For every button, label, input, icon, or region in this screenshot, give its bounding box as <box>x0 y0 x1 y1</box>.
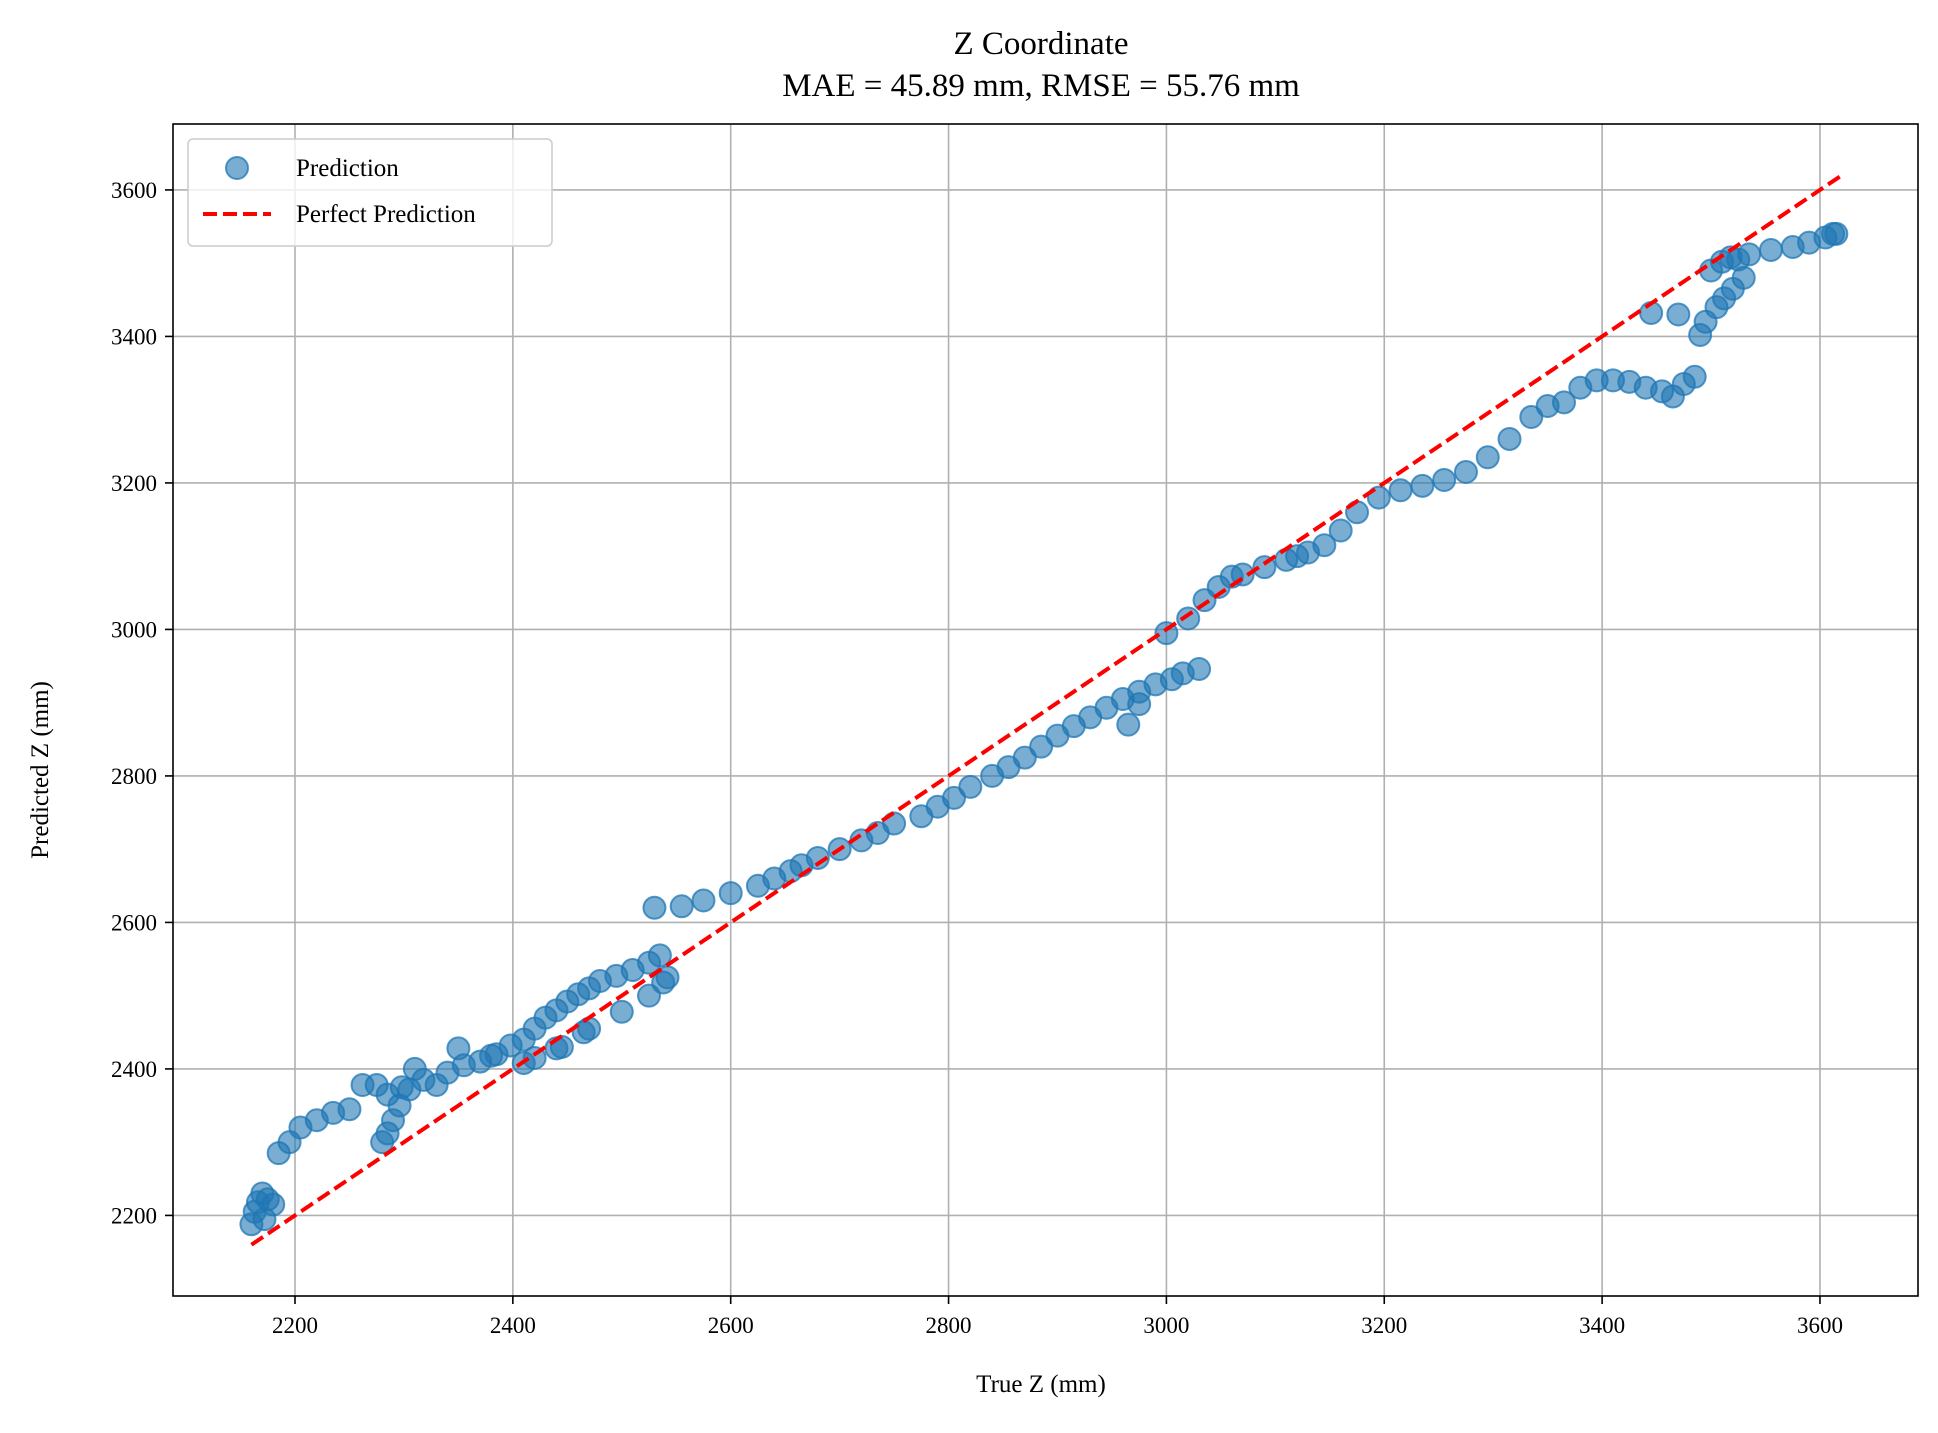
tick-layer: 2200 2400 2600 2800 3000 3200 3400 3600 2200 2400… <box>111 178 1843 1338</box>
scatter-point <box>446 1036 471 1061</box>
legend-label-prediction: Prediction <box>296 155 399 182</box>
scatter-point <box>337 1097 362 1122</box>
y-tick-label: 3200 <box>111 471 157 496</box>
scatter-point <box>1758 237 1783 262</box>
scatter-point <box>1388 478 1413 503</box>
scatter-point <box>718 881 743 906</box>
x-tick-label: 3400 <box>1579 1313 1625 1338</box>
scatter-point <box>1432 467 1457 492</box>
scatter-point <box>669 894 694 919</box>
scatter-point <box>609 999 634 1024</box>
scatter-point <box>942 785 967 810</box>
y-tick-label: 2600 <box>111 910 157 935</box>
y-axis-title: Predicted Z (mm) <box>27 681 54 859</box>
scatter-point <box>479 1043 504 1068</box>
scatter-point <box>1666 302 1691 327</box>
scatter-point <box>1519 405 1544 429</box>
y-tick-label: 3400 <box>111 324 157 349</box>
x-tick-label: 3000 <box>1143 1313 1189 1338</box>
legend-label-perfect-prediction: Perfect Prediction <box>296 201 476 228</box>
x-tick-label: 3600 <box>1797 1313 1843 1338</box>
x-tick-label: 2600 <box>708 1313 754 1338</box>
x-tick-label: 2800 <box>926 1313 972 1338</box>
scatter-point <box>1824 221 1849 246</box>
scatter-point <box>1737 242 1762 267</box>
plot-frame <box>172 123 1919 1297</box>
scatter-point <box>642 895 667 920</box>
x-axis-title: True Z (mm) <box>976 1371 1106 1398</box>
scatter-point <box>1127 692 1152 717</box>
scatter-point <box>1176 606 1201 631</box>
scatter-point <box>1116 712 1141 737</box>
scatter-point <box>252 1207 277 1232</box>
scatter-point <box>647 943 672 968</box>
x-tick-label: 2400 <box>490 1313 536 1338</box>
legend: Prediction Perfect Prediction <box>187 138 553 247</box>
y-tick-label: 2800 <box>111 764 157 789</box>
grid-layer <box>173 124 1918 1296</box>
scatter-point <box>1497 426 1522 451</box>
scatter-point <box>1453 459 1478 484</box>
scatter-point <box>1682 364 1707 389</box>
scatter-point <box>691 888 716 913</box>
scatter-point <box>1012 745 1037 770</box>
scatter-point <box>805 845 830 870</box>
chart-subtitle: MAE = 45.89 mm, RMSE = 55.76 mm <box>782 68 1300 104</box>
legend-box <box>187 138 553 247</box>
scatter-point <box>1187 656 1212 681</box>
scatter-point <box>1410 473 1435 498</box>
scatter-point <box>1312 533 1337 558</box>
scatter-point <box>1328 518 1353 543</box>
y-tick-label: 2400 <box>111 1057 157 1082</box>
chart-title: Z Coordinate <box>953 26 1128 62</box>
scatter-point <box>1475 445 1500 470</box>
x-tick-label: 2200 <box>272 1313 318 1338</box>
y-tick-label: 2200 <box>111 1203 157 1228</box>
scatter-point <box>1029 734 1054 759</box>
y-tick-label: 3600 <box>111 178 157 203</box>
x-tick-label: 3200 <box>1361 1313 1407 1338</box>
scatter-point <box>1551 390 1576 415</box>
scatter-point <box>958 774 983 799</box>
y-tick-label: 3000 <box>111 617 157 642</box>
legend-marker-prediction <box>225 156 249 180</box>
